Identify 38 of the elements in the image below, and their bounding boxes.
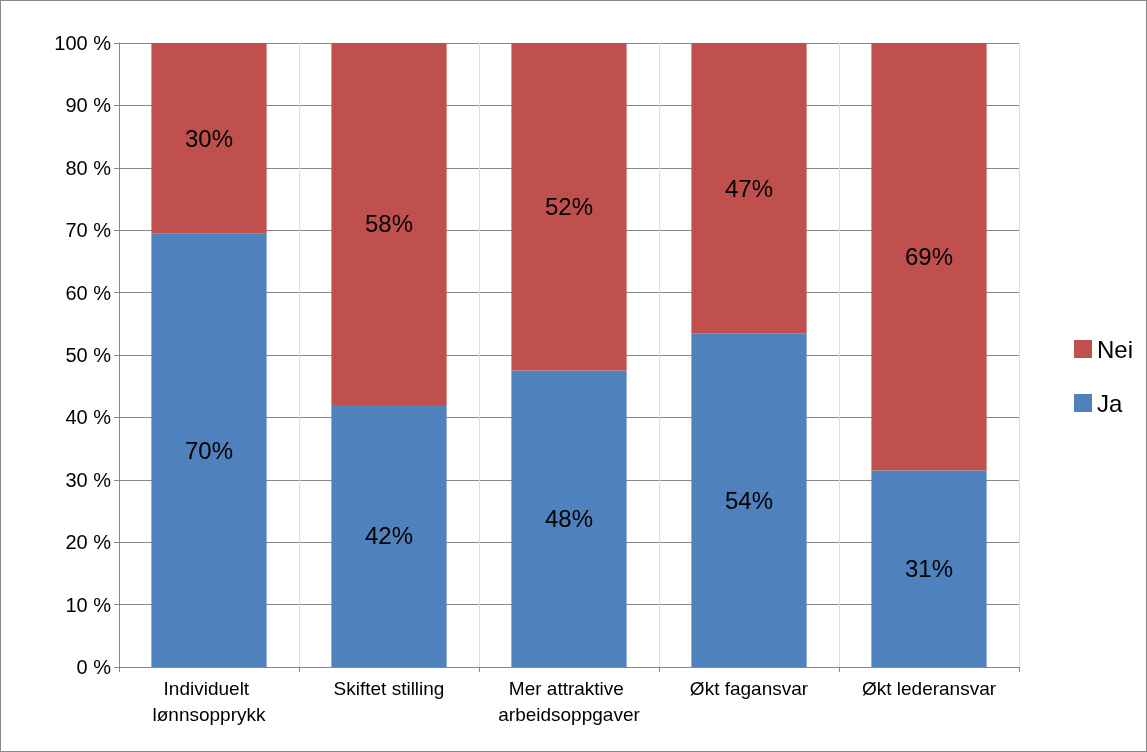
y-tick-label: 0 % [76,656,112,678]
data-label: 31% [904,555,954,583]
y-tick-label: 80 % [65,156,112,179]
bar [871,470,987,667]
data-label: 70% [184,436,234,464]
y-tick-label: 50 % [65,344,112,366]
bar [691,333,807,667]
y-tick-label: 60 % [65,281,112,304]
data-label: 52% [544,193,594,221]
x-tick-label: Skiftet stilling [333,677,445,699]
data-label: 42% [364,522,414,550]
x-tick-label: Økt fagansvar [689,677,809,699]
data-label: 54% [724,486,774,514]
legend-label: Nei [1096,335,1133,363]
x-tick-label: Individuelt lønnsopprykk [152,677,266,725]
x-tick-label: Økt lederansvar [861,677,997,699]
y-tick-label: 10 % [65,593,112,616]
y-tick-label: 90 % [65,94,112,117]
bar [691,43,807,334]
bar [511,43,627,371]
y-tick-label: 20 % [65,531,112,554]
bar [151,233,267,667]
bar [511,370,627,667]
data-label: 48% [544,505,594,533]
data-label: 30% [184,124,234,152]
legend-label: Ja [1096,389,1123,417]
y-tick-label: 30 % [65,468,112,491]
data-label: 69% [904,243,954,271]
bar [331,404,447,667]
data-label: 58% [364,210,414,238]
data-label: 47% [724,174,774,202]
bar [331,43,447,405]
x-tick-label: Mer attraktive arbeidsoppgaver [498,677,641,725]
bar [151,43,267,234]
y-tick-label: 70 % [65,219,112,242]
bar [871,43,987,471]
y-tick-label: 100 % [54,32,112,54]
y-tick-label: 40 % [65,406,112,429]
